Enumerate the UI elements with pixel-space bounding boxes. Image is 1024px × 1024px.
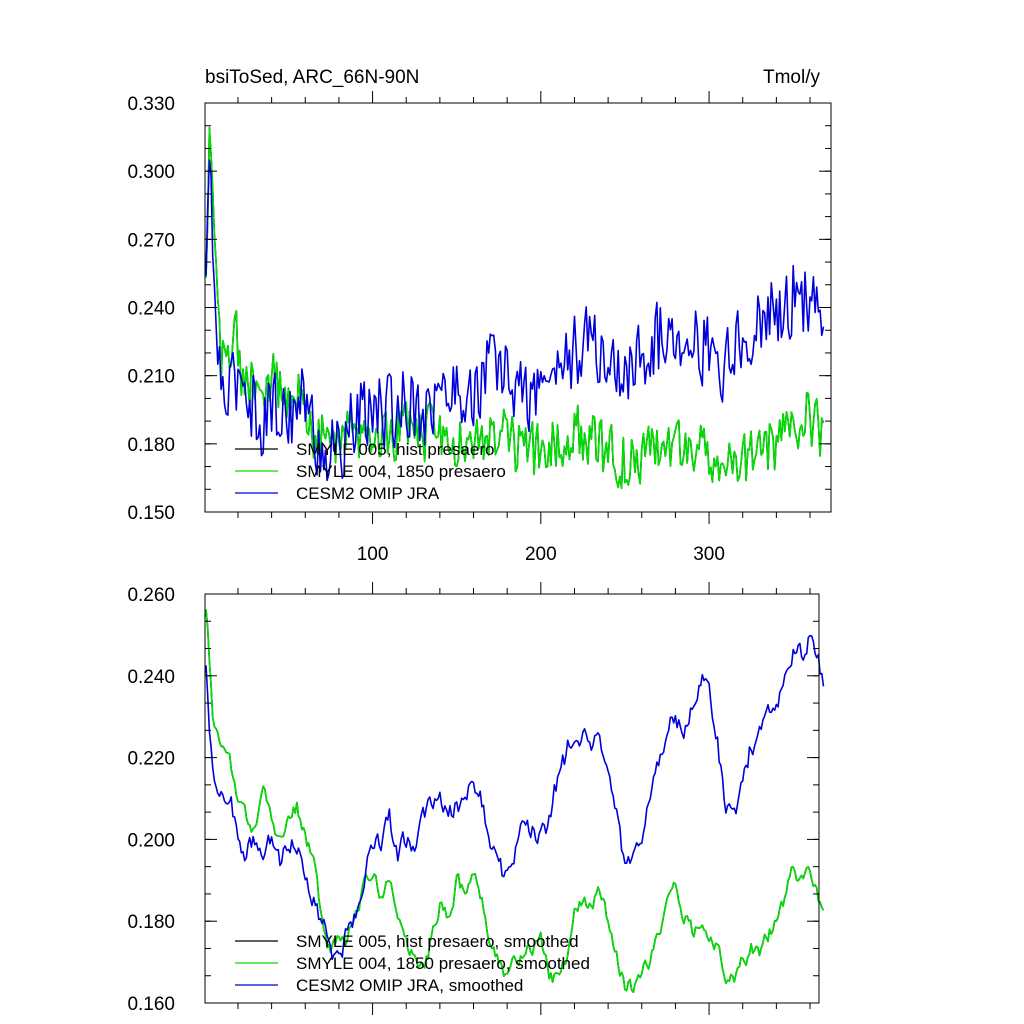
y-tick-label: 0.260 [127,585,175,606]
y-tick-label: 0.180 [127,435,175,456]
top-tick-layer: 0.150 0.180 0.210 0.240 0.270 0.300 0.330 100 20… [127,91,831,565]
x-tick-label: 200 [525,544,557,565]
top-plot-frame [204,102,832,513]
top-legend: SMYLE 005, hist presaero SMYLE 004, 1850… [235,440,506,503]
top-series-layer [205,126,825,490]
y-tick-label: 0.240 [127,299,175,320]
legend-label-omip: CESM2 OMIP JRA [296,484,440,503]
series-line-smyle005 [205,126,825,490]
series-line-smyle004 [205,609,825,994]
series-line-smyle004 [205,126,825,490]
bottom-panel: 0.160 0.180 0.200 0.220 0.240 0.260 SMYLE 005… [127,582,825,1015]
x-tick-label: 300 [693,544,725,565]
x-tick-label: 100 [357,544,389,565]
y-tick-label: 0.270 [127,230,175,251]
bottom-series-layer [205,609,825,994]
legend-label-smyle005: SMYLE 005, hist presaero [296,440,494,459]
y-tick-label: 0.240 [127,667,175,688]
legend-label-smyle004: SMYLE 004, 1850 presaero [296,462,506,481]
y-tick-label: 0.180 [127,912,175,933]
y-tick-label: 0.330 [127,94,175,115]
top-panel: bsiToSed, ARC_66N-90N Tmol/y 0.1500.1800… [127,67,832,565]
bottom-plot-frame [204,593,820,1004]
legend-label-smyle004-smoothed: SMYLE 004, 1850 presaero, smoothed [296,954,590,973]
y-tick-label: 0.220 [127,749,175,770]
y-tick-label: 0.300 [127,162,175,183]
legend-label-omip-smoothed: CESM2 OMIP JRA, smoothed [296,976,523,995]
top-chart-units: Tmol/y [763,67,821,88]
bottom-tick-layer: 0.160 0.180 0.200 0.220 0.240 0.260 [127,582,819,1015]
y-tick-label: 0.200 [127,830,175,851]
top-chart-title: bsiToSed, ARC_66N-90N [205,67,419,88]
bottom-legend: SMYLE 005, hist presaero, smoothed SMYLE… [235,932,590,995]
series-line-omip [205,159,825,482]
y-tick-label: 0.210 [127,367,175,388]
series-line-omip [205,634,825,961]
legend-label-smyle005-smoothed: SMYLE 005, hist presaero, smoothed [296,932,579,951]
y-tick-label: 0.150 [127,503,175,524]
y-tick-label: 0.160 [127,994,175,1015]
